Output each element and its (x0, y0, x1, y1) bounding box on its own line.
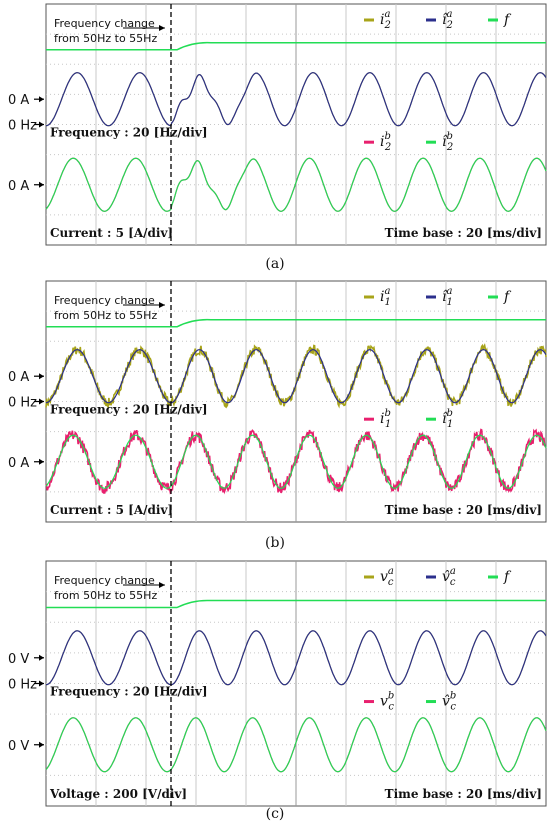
scope-panel-2: Frequency change from 50Hz to 55Hz ia 1 îa 1… (8, 280, 547, 523)
amp-scale-label: Current : 5 [A/div] (50, 226, 173, 240)
panel-caption: (c) (266, 806, 285, 822)
legend-top-item-label: ia 2 (380, 9, 391, 31)
legend-top-item-label: f (503, 569, 512, 585)
series-top-estimated (45, 72, 547, 127)
left-marker-2: 0 Hz (8, 396, 37, 411)
legend-top-item-label: f (503, 12, 512, 28)
time-scale-label: Time base : 20 [ms/div] (385, 226, 542, 240)
left-marker-arrowhead (39, 121, 44, 128)
annotation-line2: from 50Hz to 55Hz (54, 309, 157, 322)
legend-bottom: ib 1 îb 1 (364, 408, 453, 430)
scope-panel-1: Frequency change from 50Hz to 55Hz ia 2 îa 2… (8, 3, 547, 246)
legend-bottom-item-label: îb 1 (442, 408, 453, 430)
legend-top: ia 2 îa 2 f (364, 9, 512, 31)
amp-scale-label: Voltage : 200 [V/div] (49, 787, 187, 801)
series-bottom-measured (45, 428, 547, 495)
legend-top: ia 1 îa 1 f (364, 286, 512, 308)
legend-top-item-label: v̂a c (442, 566, 456, 588)
left-marker-1: 0 V (8, 652, 29, 667)
left-marker-arrowhead (39, 398, 44, 405)
frequency-trace (46, 599, 546, 609)
left-marker-2: 0 Hz (8, 678, 37, 693)
scope-panel-3: Frequency change from 50Hz to 55Hz va c v̂a c… (8, 560, 547, 807)
left-marker-arrowhead (39, 373, 44, 380)
annotation-line1: Frequency change (54, 294, 155, 307)
series-top-estimated (45, 349, 547, 404)
legend-bottom-item-label: ib 1 (380, 408, 391, 430)
freq-scale-label: Frequency : 20 [Hz/div] (50, 126, 208, 140)
left-marker-arrowhead (39, 741, 44, 748)
time-scale-label: Time base : 20 [ms/div] (385, 787, 542, 801)
annotation-line1: Frequency change (54, 17, 155, 30)
legend-bottom-item-label: v̂b c (442, 691, 456, 713)
left-marker-1: 0 A (8, 93, 29, 108)
freq-scale-label: Frequency : 20 [Hz/div] (50, 685, 208, 699)
series-bottom-estimated (45, 434, 547, 489)
left-marker-arrowhead (39, 654, 44, 661)
legend-bottom: ib 2 îb 2 (364, 131, 453, 153)
left-marker-arrowhead (39, 96, 44, 103)
annotation-arrowhead (159, 582, 165, 588)
legend-bottom-item-label: vb c (380, 691, 394, 713)
legend-top-item-label: f (503, 289, 512, 305)
freq-scale-label: Frequency : 20 [Hz/div] (50, 403, 208, 417)
legend-bottom-item-label: îb 2 (442, 131, 453, 153)
series-bottom-estimated (45, 157, 547, 212)
left-marker-arrowhead (39, 680, 44, 687)
grid (46, 561, 546, 806)
annotation-arrowhead (159, 302, 165, 308)
annotation-line2: from 50Hz to 55Hz (54, 32, 157, 45)
annotation-line1: Frequency change (54, 574, 155, 587)
left-marker-3: 0 A (8, 179, 29, 194)
legend-top-item-label: îa 2 (442, 9, 453, 31)
legend-top-item-label: îa 1 (442, 286, 453, 308)
series-bottom-estimated (45, 717, 547, 773)
time-scale-label: Time base : 20 [ms/div] (385, 503, 542, 517)
legend-bottom-item-label: ib 2 (380, 131, 391, 153)
panel-caption: (a) (265, 256, 284, 272)
frequency-trace (46, 318, 546, 328)
panel-caption: (b) (265, 535, 285, 551)
left-marker-3: 0 V (8, 739, 29, 754)
left-marker-arrowhead (39, 458, 44, 465)
annotation-line2: from 50Hz to 55Hz (54, 589, 157, 602)
frequency-trace (46, 41, 546, 51)
left-marker-2: 0 Hz (8, 119, 37, 134)
series-top-estimated (46, 630, 547, 686)
legend-bottom: vb c v̂b c (364, 691, 456, 713)
amp-scale-label: Current : 5 [A/div] (50, 503, 173, 517)
legend-top-item-label: ia 1 (380, 286, 391, 308)
legend-top-item-label: va c (380, 566, 394, 588)
left-marker-1: 0 A (8, 370, 29, 385)
legend-top: va c v̂a c f (364, 566, 512, 588)
grid (46, 281, 546, 522)
left-marker-3: 0 A (8, 456, 29, 471)
grid (46, 4, 546, 245)
annotation-arrowhead (159, 25, 165, 31)
left-marker-arrowhead (39, 181, 44, 188)
